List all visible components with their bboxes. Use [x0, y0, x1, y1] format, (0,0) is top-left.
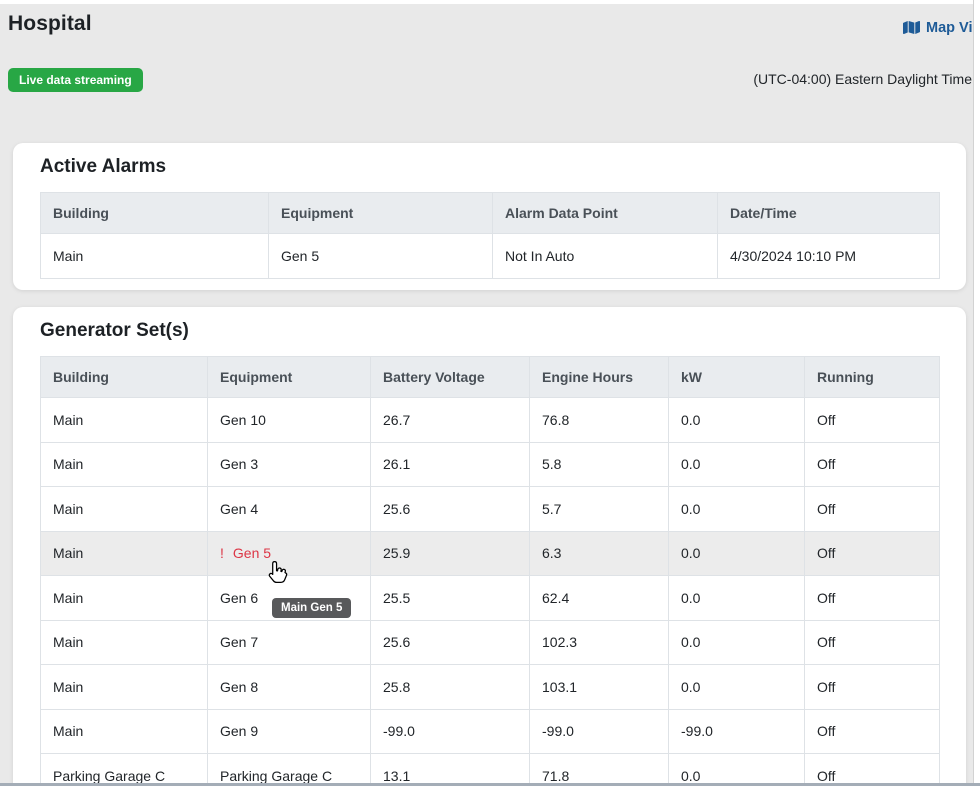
table-cell: 0.0 — [668, 664, 805, 710]
table-cell: 0.0 — [668, 486, 805, 532]
table-cell: Off — [804, 753, 940, 786]
table-cell: Main — [40, 397, 208, 443]
column-header-engine-hours[interactable]: Engine Hours — [529, 356, 669, 398]
timezone-label: (UTC-04:00) Eastern Daylight Time — [753, 71, 972, 87]
table-cell: 25.6 — [370, 619, 530, 665]
table-cell: -99.0 — [668, 708, 805, 754]
table-cell: 0.0 — [668, 619, 805, 665]
table-cell: Main — [40, 575, 208, 621]
table-row[interactable]: Main Gen 9 -99.0 -99.0 -99.0 Off — [40, 708, 940, 754]
column-header-equipment[interactable]: Equipment — [207, 356, 371, 398]
map-view-label: Map View — [926, 19, 980, 36]
table-cell: 76.8 — [529, 397, 669, 443]
table-cell: Main — [40, 664, 208, 710]
table-cell: Gen 4 — [207, 486, 371, 532]
column-header-datetime[interactable]: Date/Time — [717, 192, 940, 234]
active-alarms-card: Active Alarms Building Equipment Alarm D… — [13, 143, 966, 290]
table-cell: 25.6 — [370, 486, 530, 532]
table-cell: -99.0 — [370, 708, 530, 754]
table-row[interactable]: Main Gen 6 25.5 62.4 0.0 Off — [40, 575, 940, 621]
table-row[interactable]: Main Gen 7 25.6 102.3 0.0 Off — [40, 619, 940, 665]
column-header-building[interactable]: Building — [40, 192, 269, 234]
table-cell: Not In Auto — [492, 233, 718, 279]
column-header-running[interactable]: Running — [804, 356, 940, 398]
table-cell: 26.1 — [370, 441, 530, 487]
map-icon — [903, 20, 920, 35]
table-cell: 6.3 — [529, 530, 669, 576]
table-cell: Main — [40, 441, 208, 487]
top-edge-strip — [0, 0, 980, 4]
alarm-indicator: ! — [220, 545, 224, 562]
table-cell: 4/30/2024 10:10 PM — [717, 233, 940, 279]
table-cell: Gen 9 — [207, 708, 371, 754]
table-cell: -99.0 — [529, 708, 669, 754]
table-cell: Gen 3 — [207, 441, 371, 487]
table-cell: 102.3 — [529, 619, 669, 665]
map-view-button[interactable]: Map View — [903, 19, 980, 36]
table-cell: 0.0 — [668, 753, 805, 786]
column-header-alarm-data-point[interactable]: Alarm Data Point — [492, 192, 718, 234]
table-header-row: Building Equipment Alarm Data Point Date… — [40, 192, 940, 234]
table-cell: Parking Garage C — [207, 753, 371, 786]
equipment-link[interactable]: Gen 5 — [232, 545, 272, 562]
table-row[interactable]: Main Gen 4 25.6 5.7 0.0 Off — [40, 486, 940, 532]
table-row[interactable]: Main Gen 5 Not In Auto 4/30/2024 10:10 PM — [40, 233, 940, 279]
table-cell: Main — [40, 486, 208, 532]
generator-sets-title: Generator Set(s) — [40, 320, 189, 341]
table-cell: Main — [40, 619, 208, 665]
table-cell: Off — [804, 530, 940, 576]
column-header-building[interactable]: Building — [40, 356, 208, 398]
table-cell: Main — [40, 530, 208, 576]
table-cell: 5.7 — [529, 486, 669, 532]
table-cell: 13.1 — [370, 753, 530, 786]
table-row[interactable]: Main! Gen 5 25.9 6.3 0.0 Off — [40, 530, 940, 576]
table-header-row: Building Equipment Battery Voltage Engin… — [40, 356, 940, 398]
table-cell: Off — [804, 441, 940, 487]
table-cell: Gen 7 — [207, 619, 371, 665]
table-cell: Off — [804, 619, 940, 665]
table-row[interactable]: Main Gen 8 25.8 103.1 0.0 Off — [40, 664, 940, 710]
table-cell: 0.0 — [668, 575, 805, 621]
table-cell: Main — [40, 233, 269, 279]
table-cell: Gen 8 — [207, 664, 371, 710]
column-header-kw[interactable]: kW — [668, 356, 805, 398]
table-row[interactable]: Main Gen 3 26.1 5.8 0.0 Off — [40, 441, 940, 487]
table-cell: 25.8 — [370, 664, 530, 710]
table-cell: 0.0 — [668, 441, 805, 487]
table-cell: Gen 10 — [207, 397, 371, 443]
table-cell: 103.1 — [529, 664, 669, 710]
table-cell: Gen 5 — [268, 233, 493, 279]
table-cell: 62.4 — [529, 575, 669, 621]
table-row[interactable]: Parking Garage C Parking Garage C 13.1 71.8… — [40, 753, 940, 786]
table-cell: Off — [804, 486, 940, 532]
table-cell: 0.0 — [668, 530, 805, 576]
table-row[interactable]: Main Gen 10 26.7 76.8 0.0 Off — [40, 397, 940, 443]
table-cell: Off — [804, 397, 940, 443]
generator-sets-table: Building Equipment Battery Voltage Engin… — [40, 356, 940, 786]
active-alarms-title: Active Alarms — [40, 156, 167, 177]
scrollbar-track[interactable] — [973, 0, 980, 786]
table-cell: Off — [804, 708, 940, 754]
table-cell: 25.9 — [370, 530, 530, 576]
table-cell: 71.8 — [529, 753, 669, 786]
column-header-battery-voltage[interactable]: Battery Voltage — [370, 356, 530, 398]
bottom-edge-strip — [0, 783, 980, 786]
table-cell: Main — [40, 708, 208, 754]
table-cell: 25.5 — [370, 575, 530, 621]
table-cell: Off — [804, 575, 940, 621]
table-cell: Off — [804, 664, 940, 710]
table-cell: ! Gen 5 — [207, 530, 371, 576]
page-title: Hospital — [8, 12, 92, 35]
table-cell: Parking Garage C — [40, 753, 208, 786]
active-alarms-table: Building Equipment Alarm Data Point Date… — [40, 192, 940, 279]
equipment-tooltip: Main Gen 5 — [272, 598, 352, 618]
generator-sets-card: Generator Set(s) Building Equipment Batt… — [13, 307, 966, 786]
table-cell: 0.0 — [668, 397, 805, 443]
table-cell: 5.8 — [529, 441, 669, 487]
column-header-equipment[interactable]: Equipment — [268, 192, 493, 234]
live-data-badge: Live data streaming — [8, 68, 143, 92]
table-cell: 26.7 — [370, 397, 530, 443]
